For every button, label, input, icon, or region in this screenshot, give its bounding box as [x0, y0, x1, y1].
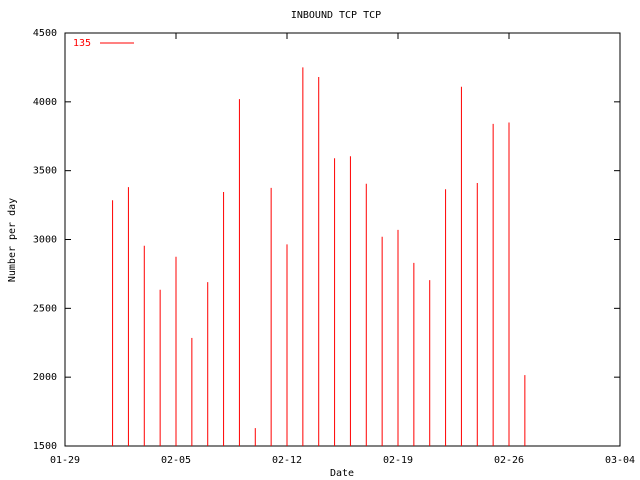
plot-frame — [64, 32, 621, 447]
y-tick-label: 3500 — [33, 166, 57, 177]
x-axis-label: Date — [330, 468, 354, 479]
y-tick-label: 4000 — [33, 97, 57, 108]
x-tick-label: 01-29 — [50, 455, 80, 466]
y-tick-label: 3000 — [33, 235, 57, 246]
x-tick-label: 03-04 — [605, 455, 635, 466]
y-tick-label: 2000 — [33, 372, 57, 383]
x-tick-label: 02-26 — [494, 455, 524, 466]
chart-title: INBOUND TCP TCP — [291, 10, 381, 21]
x-tick-label: 02-19 — [383, 455, 413, 466]
y-tick-label: 4500 — [33, 28, 57, 39]
legend-label: 135 — [73, 38, 91, 49]
x-tick-label: 02-12 — [272, 455, 302, 466]
y-tick-label: 2500 — [33, 303, 57, 314]
y-tick-label: 1500 — [33, 441, 57, 452]
y-axis-label: Number per day — [7, 198, 18, 282]
x-tick-label: 02-05 — [161, 455, 191, 466]
